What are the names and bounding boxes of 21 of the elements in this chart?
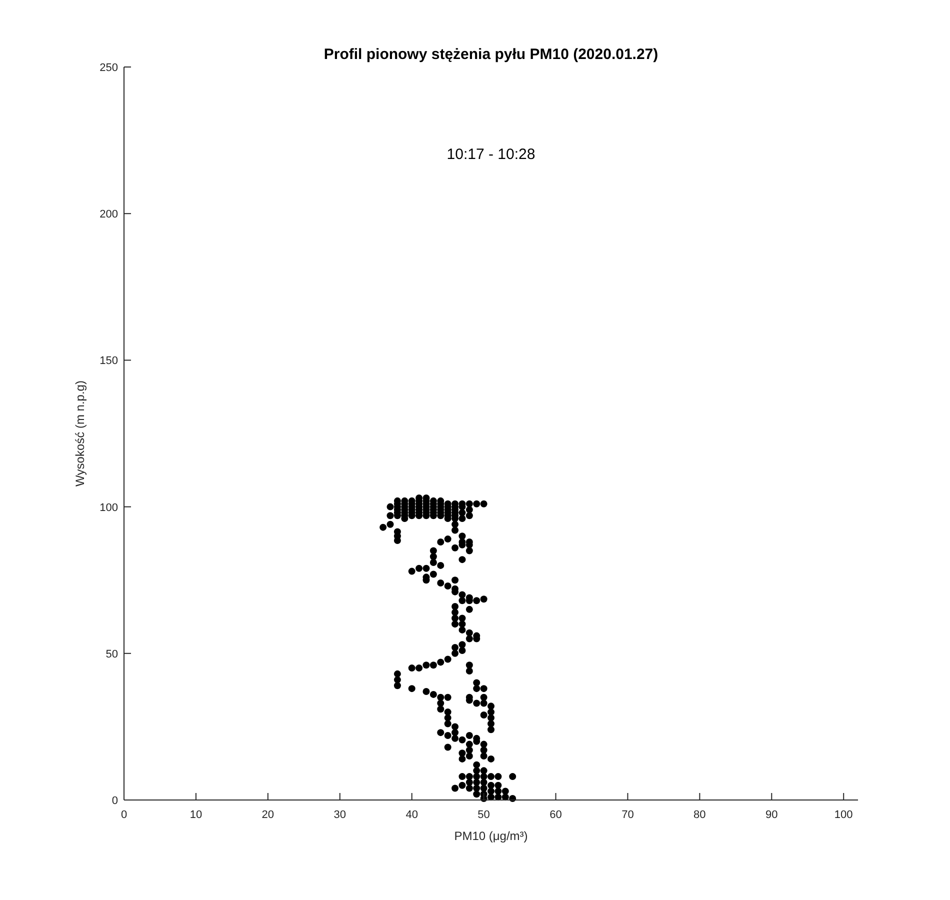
y-tick-label: 250	[100, 62, 118, 74]
x-tick-label: 80	[694, 809, 706, 821]
chart-title: Profil pionowy stężenia pyłu PM10 (2020.01.27)	[324, 46, 658, 63]
y-tick-label: 50	[106, 648, 118, 660]
x-tick-label: 90	[766, 809, 778, 821]
x-tick-label: 0	[120, 809, 128, 821]
y-tick-label: 200	[100, 208, 118, 221]
y-tick-label: 0	[112, 795, 118, 807]
text: 10:17 - 10:28	[446, 146, 536, 163]
x-tick-label: 50	[478, 809, 490, 821]
x-axis-title: PM10 (μg/m³)	[454, 829, 528, 843]
x-tick-label: 60	[550, 809, 562, 821]
x-tick-label: 30	[334, 809, 346, 821]
x-tick-label: 20	[262, 809, 274, 821]
y-tick-label: 150	[100, 355, 118, 368]
x-tick-label: 70	[622, 809, 634, 821]
y-tick-label: 100	[100, 502, 118, 514]
x-tick-label: 40	[406, 809, 418, 821]
y-axis-title: Wysokość (m n.p.g)	[73, 380, 87, 486]
x-tick-label: 10	[190, 809, 202, 821]
x-tick-label: 100	[834, 809, 853, 821]
